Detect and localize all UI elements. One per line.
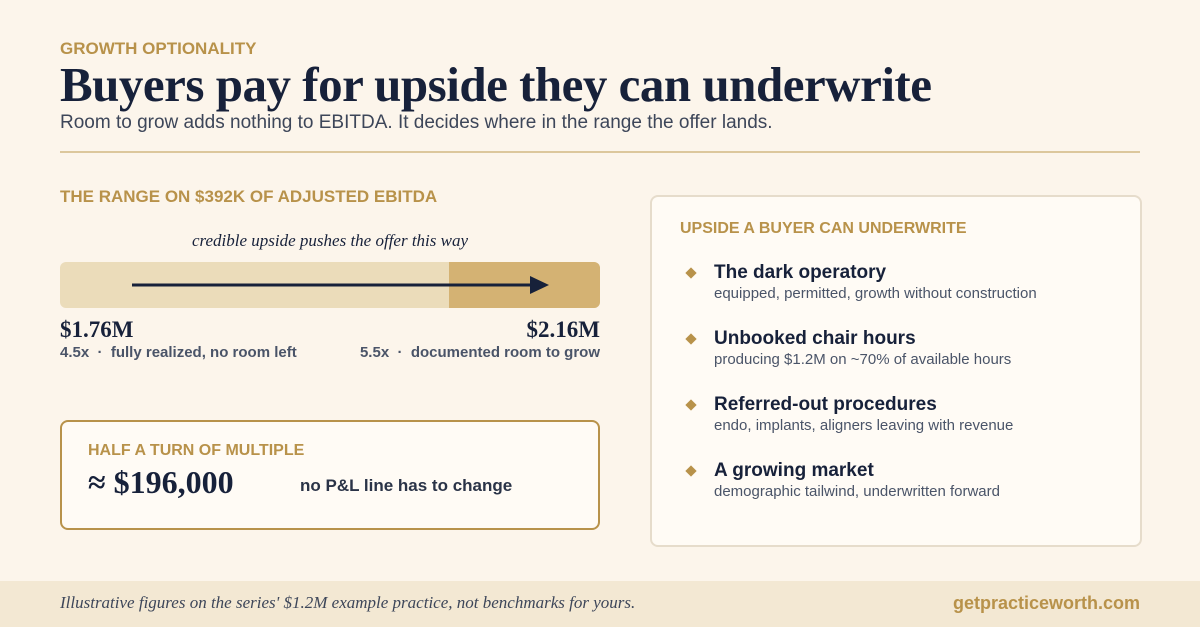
item-detail: demographic tailwind, underwritten forwa… [714,483,1000,500]
subtitle: Room to grow adds nothing to EBITDA. It … [60,112,773,133]
eyebrow: GROWTH OPTIONALITY [60,39,257,58]
footer-url: getpracticeworth.com [952,593,1140,613]
upside-heading: UPSIDE A BUYER CAN UNDERWRITE [680,220,967,237]
range-bar [60,262,600,308]
arrow-head [530,276,549,294]
title: Buyers pay for upside they can underwrit… [60,57,932,112]
callout-heading: HALF A TURN OF MULTIPLE [88,442,305,459]
callout-box [60,420,600,530]
range-low-value: $1.76M [60,317,134,342]
upside-card [650,195,1142,547]
range-caption: credible upside pushes the offer this wa… [191,231,469,250]
item-title: Unbooked chair hours [714,328,916,349]
item-title: A growing market [714,460,874,481]
item-detail: producing $1.2M on ~70% of available hou… [714,351,1012,368]
callout-value: ≈ $196,000 [88,464,234,500]
range-low-note: 4.5x · fully realized, no room left [60,344,297,361]
item-detail: equipped, permitted, growth without cons… [714,285,1037,302]
item-title: Referred-out procedures [714,394,937,415]
footer-note: Illustrative figures on the series' $1.2… [60,593,636,612]
item-title: The dark operatory [714,262,887,283]
range-heading: THE RANGE ON $392K OF ADJUSTED EBITDA [60,187,438,206]
item-detail: endo, implants, aligners leaving with re… [714,417,1014,434]
callout-note: no P&L line has to change [300,476,513,495]
range-high-note: 5.5x · documented room to grow [359,344,600,361]
divider [60,151,1140,153]
range-high-value: $2.16M [526,317,600,342]
footer [0,581,1200,627]
